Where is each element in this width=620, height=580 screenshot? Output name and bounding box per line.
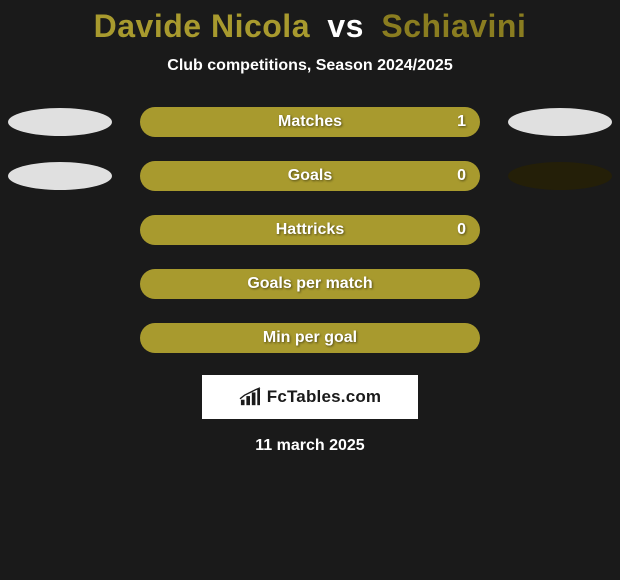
stat-value: 0 [457,167,466,185]
stat-label: Goals per match [247,275,372,293]
player1-name: Davide Nicola [94,8,310,44]
stats-rows: Matches 1 Goals 0 Hattricks 0 Goals per match M… [0,107,620,353]
stat-row: Hattricks 0 [0,215,620,245]
stat-bar: Matches 1 [140,107,480,137]
stat-row: Matches 1 [0,107,620,137]
stat-bar: Goals per match [140,269,480,299]
page-title: Davide Nicola vs Schiavini [94,8,527,45]
chart-icon [239,387,261,407]
stat-value: 1 [457,113,466,131]
stat-label: Goals [288,167,332,185]
comparison-infographic: Davide Nicola vs Schiavini Club competit… [0,0,620,455]
stat-row: Goals per match [0,269,620,299]
stat-bar: Hattricks 0 [140,215,480,245]
stat-label: Hattricks [276,221,344,239]
right-ellipse [508,162,612,190]
left-ellipse [8,162,112,190]
player2-name: Schiavini [381,8,526,44]
right-ellipse [508,108,612,136]
stat-label: Matches [278,113,342,131]
stat-bar: Goals 0 [140,161,480,191]
stat-row: Min per goal [0,323,620,353]
left-ellipse [8,108,112,136]
stat-row: Goals 0 [0,161,620,191]
brand-box: FcTables.com [202,375,418,419]
date-text: 11 march 2025 [255,437,364,455]
subtitle: Club competitions, Season 2024/2025 [167,57,452,75]
stat-bar: Min per goal [140,323,480,353]
stat-label: Min per goal [263,329,357,347]
brand-text: FcTables.com [267,387,382,407]
vs-text: vs [327,8,364,44]
stat-value: 0 [457,221,466,239]
